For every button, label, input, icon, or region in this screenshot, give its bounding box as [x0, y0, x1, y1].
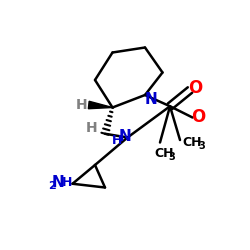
Text: CH: CH: [183, 136, 202, 149]
Text: O: O: [191, 108, 205, 126]
Text: O: O: [188, 79, 202, 97]
Text: H: H: [62, 176, 72, 189]
Text: 2: 2: [48, 181, 56, 191]
Polygon shape: [88, 101, 112, 109]
Text: 3: 3: [198, 141, 205, 151]
Text: H: H: [86, 120, 97, 134]
Text: 3: 3: [168, 152, 175, 162]
Text: N: N: [119, 129, 132, 144]
Text: H: H: [112, 134, 123, 146]
Text: H: H: [76, 98, 87, 112]
Text: N: N: [52, 175, 64, 190]
Text: CH: CH: [154, 147, 174, 160]
Text: N: N: [145, 92, 158, 108]
